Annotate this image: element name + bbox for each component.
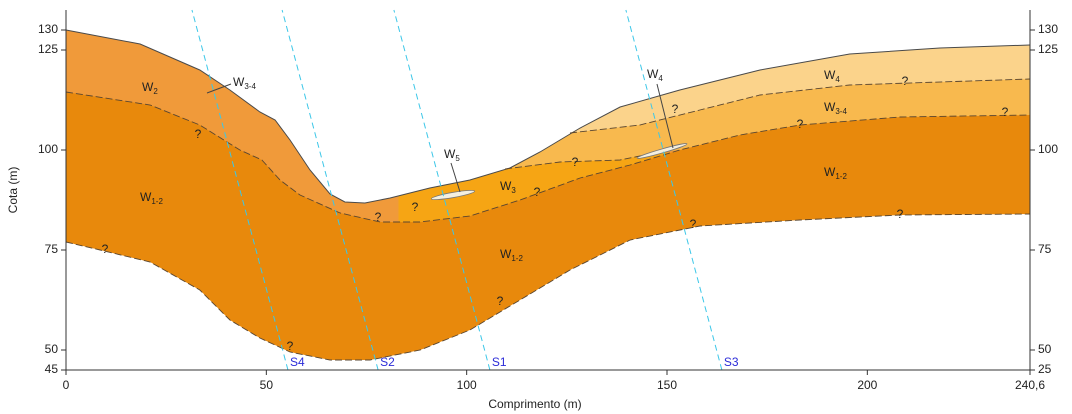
layer-label: W5 <box>444 147 460 163</box>
x-tick-label: 150 <box>657 378 677 392</box>
y-tick-label: 100 <box>38 142 58 156</box>
borehole-label: S2 <box>380 355 395 369</box>
layer-label-main: W <box>142 80 154 94</box>
layer-label-main: W <box>140 190 152 204</box>
uncertainty-mark: ? <box>375 210 382 224</box>
layer-label-sub: 2 <box>153 87 158 96</box>
y-tick-label: 50 <box>45 342 59 356</box>
borehole-label: S1 <box>492 355 507 369</box>
x-tick-label: 0 <box>63 378 70 392</box>
x-tick-label: 50 <box>260 378 274 392</box>
layer-label-main: W <box>824 100 836 114</box>
layer-label-sub: 3 <box>511 186 516 195</box>
layer-label-main: W <box>824 68 836 82</box>
layer-label-main: W <box>233 75 245 89</box>
chart: S4S2S1S3 050100150200240,645507510012513… <box>0 0 1072 414</box>
x-axis-title: Comprimento (m) <box>488 397 581 411</box>
layer-label-sub: 4 <box>658 74 663 83</box>
uncertainty-mark: ? <box>534 185 541 199</box>
x-tick-label: 100 <box>457 378 477 392</box>
uncertainty-mark: ? <box>897 207 904 221</box>
uncertainty-mark: ? <box>797 117 804 131</box>
layer-label-main: W <box>647 67 659 81</box>
layer-label-sub: 1-2 <box>151 197 163 206</box>
layer-label-main: W <box>824 165 836 179</box>
y2-tick-label: 75 <box>1038 242 1052 256</box>
y-tick-label: 130 <box>38 22 58 36</box>
layer-label-main: W <box>444 147 456 161</box>
y2-tick-label: 100 <box>1038 142 1058 156</box>
borehole-label: S3 <box>724 355 739 369</box>
layer-label-sub: 1-2 <box>835 172 847 181</box>
layer-label-sub: 3-4 <box>244 82 256 91</box>
y2-tick-label: 130 <box>1038 22 1058 36</box>
uncertainty-mark: ? <box>572 155 579 169</box>
y-axis-title: Cota (m) <box>6 167 20 214</box>
layer-label-sub: 4 <box>835 75 840 84</box>
layer-label-sub: 3-4 <box>835 107 847 116</box>
uncertainty-mark: ? <box>902 74 909 88</box>
y2-tick-label: 50 <box>1038 342 1052 356</box>
uncertainty-mark: ? <box>1002 105 1009 119</box>
uncertainty-mark: ? <box>287 339 294 353</box>
y-tick-label: 125 <box>38 42 58 56</box>
y2-tick-label: 125 <box>1038 42 1058 56</box>
y2-tick-label: 25 <box>1038 362 1052 376</box>
x-tick-label: 200 <box>857 378 877 392</box>
layer-label-main: W <box>500 247 512 261</box>
layer-label-main: W <box>500 179 512 193</box>
uncertainty-mark: ? <box>412 200 419 214</box>
layer-label: W4 <box>647 67 663 83</box>
uncertainty-mark: ? <box>672 102 679 116</box>
y-tick-label: 45 <box>45 362 59 376</box>
layer-label-sub: 1-2 <box>511 254 523 263</box>
x-tick-label: 240,6 <box>1015 378 1045 392</box>
y-tick-label: 75 <box>45 242 59 256</box>
layer-label-sub: 5 <box>455 154 460 163</box>
uncertainty-mark: ? <box>497 294 504 308</box>
uncertainty-mark: ? <box>195 127 202 141</box>
borehole-label: S4 <box>290 355 305 369</box>
uncertainty-mark: ? <box>102 242 109 256</box>
layer-label: W3-4 <box>233 75 256 91</box>
uncertainty-mark: ? <box>690 217 697 231</box>
